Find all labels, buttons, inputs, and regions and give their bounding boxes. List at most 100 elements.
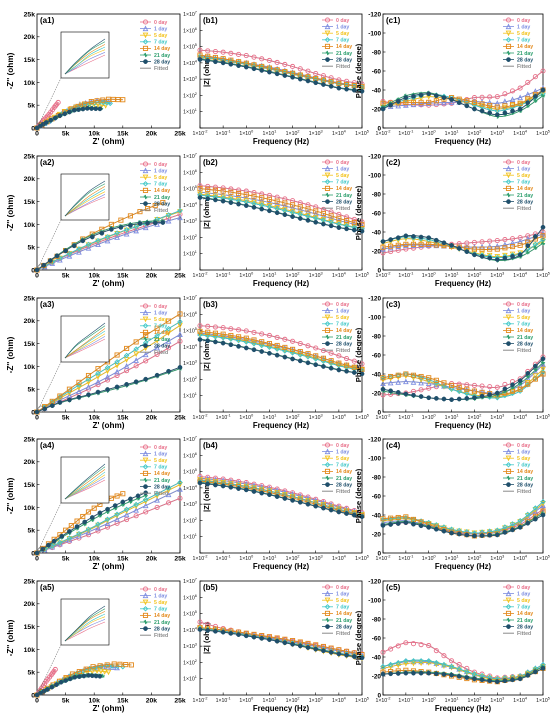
inset-line [64, 338, 106, 359]
inset-frame [60, 456, 110, 504]
panel-label: (c1) [386, 16, 401, 25]
data-point [410, 242, 417, 248]
data-point [525, 79, 531, 85]
data-point [464, 98, 470, 104]
data-point [97, 99, 103, 105]
legend-marker [505, 165, 512, 172]
data-point [502, 255, 508, 261]
legend-label: 28 day [517, 482, 533, 488]
x-tick-label: 1×101 [445, 414, 459, 422]
data-point [494, 94, 500, 100]
data-point [34, 409, 40, 415]
y-tick-label: 10k [24, 80, 36, 87]
panel-c4: (c4) 1×10-2 1×10-1 1×100 1×101 1×102 1×103 1×10… [354, 436, 550, 571]
data-point [274, 342, 280, 349]
data-point [243, 203, 249, 208]
x-tick-label: 15k [117, 556, 129, 563]
inset-line [64, 613, 106, 642]
legend-label: 7 day [154, 182, 167, 188]
data-point [259, 206, 265, 212]
data-point [403, 99, 409, 105]
data-point [54, 253, 60, 259]
data-point [433, 237, 439, 243]
legend-label: 1 day [154, 168, 167, 174]
data-point [67, 676, 73, 682]
data-point [127, 213, 133, 219]
legend-label: Fitted [336, 64, 350, 70]
x-tick-label: 1×10-2 [192, 697, 207, 705]
data-point [274, 494, 280, 499]
data-point [395, 379, 402, 385]
data-point [540, 87, 546, 93]
data-point [532, 505, 539, 511]
data-point [290, 74, 295, 80]
data-point [441, 653, 447, 659]
y-tick-label: 1×105 [183, 327, 197, 335]
data-point [76, 379, 82, 385]
series-0-day [197, 323, 365, 367]
inset-line [64, 194, 106, 217]
data-point [305, 351, 311, 357]
y-axis-label: |Z| (ohm) [202, 338, 211, 371]
x-tick-label: 1×100 [239, 272, 253, 280]
data-point [297, 204, 303, 210]
data-point [487, 94, 493, 100]
panel-b1: (b1) 1×10-2 1×10-1 1×100 1×101 1×102 1×103 1×10… [183, 11, 369, 147]
data-point [471, 246, 477, 252]
inset-guide [38, 644, 62, 692]
data-point [290, 498, 295, 503]
panel-label: (c5) [386, 583, 401, 592]
data-point [123, 506, 130, 513]
legend-marker [142, 316, 149, 323]
data-point [344, 217, 350, 223]
legend-marker [324, 179, 331, 185]
y-tick-label: 1×101 [183, 108, 197, 116]
data-point [388, 646, 394, 652]
legend-marker [142, 444, 149, 450]
data-point [351, 512, 357, 518]
data-point [449, 530, 454, 536]
legend-marker [142, 25, 149, 32]
legend-label: 1 day [154, 593, 167, 599]
legend-label: 21 day [517, 193, 533, 199]
y-tick-label: 1×101 [183, 675, 197, 683]
legend-label: 7 day [517, 463, 530, 469]
data-point [433, 242, 439, 248]
data-point [418, 523, 424, 529]
series-28-day [197, 480, 365, 520]
data-point [441, 672, 447, 677]
data-point [243, 487, 249, 493]
data-point [359, 655, 365, 661]
y-tick-label: 1×106 [183, 27, 197, 35]
data-point [532, 88, 539, 94]
data-point [328, 83, 334, 89]
x-tick-label: 1×101 [445, 697, 459, 705]
data-point [464, 249, 470, 254]
legend-marker [143, 194, 148, 200]
legend-marker [143, 52, 148, 58]
data-point [212, 330, 218, 336]
data-point [472, 676, 477, 682]
data-point [418, 387, 424, 393]
data-point [517, 378, 523, 383]
data-point [251, 66, 257, 72]
legend-marker [142, 323, 149, 329]
y-tick-label: 25k [24, 295, 36, 302]
data-point [143, 509, 149, 515]
x-tick-label: 5k [62, 273, 70, 280]
legend-label: Fitted [336, 348, 350, 354]
legend-marker [325, 192, 330, 198]
data-point [63, 678, 68, 683]
x-tick-label: 1×103 [490, 555, 504, 563]
data-point [509, 521, 516, 527]
inset-line [64, 605, 106, 642]
data-point [123, 662, 129, 668]
x-tick-label: 1×10-2 [375, 555, 390, 563]
data-point [104, 237, 111, 244]
data-point [395, 242, 401, 248]
data-point [197, 627, 203, 632]
panel-label: (c4) [386, 441, 401, 450]
data-point [418, 642, 424, 648]
